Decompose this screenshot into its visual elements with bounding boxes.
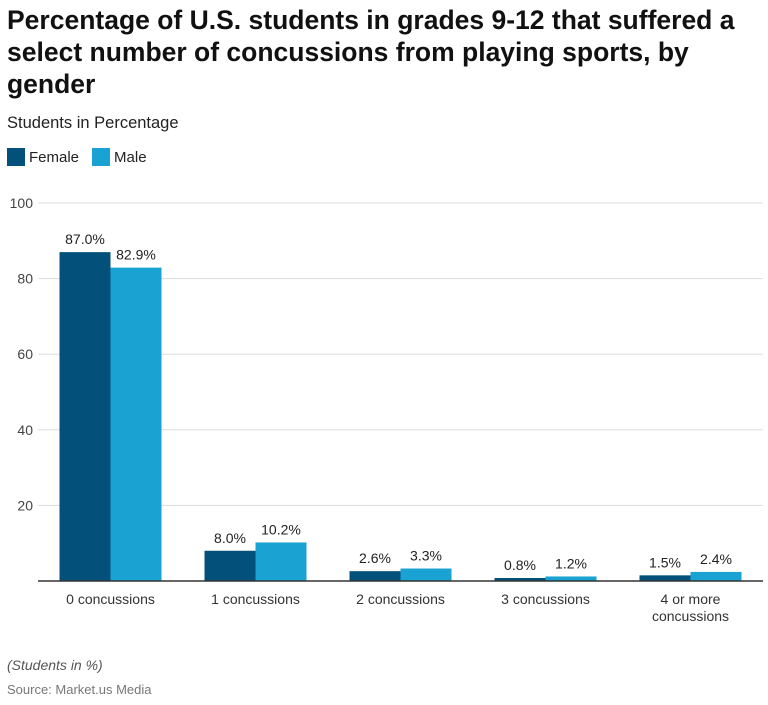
x-tick-label: 1 concussions xyxy=(211,591,300,607)
bar-female xyxy=(59,252,111,581)
legend-label-male: Male xyxy=(114,148,147,166)
bar-female xyxy=(494,577,546,581)
bar-female xyxy=(639,575,691,581)
x-tick-label-line: 4 or more xyxy=(661,591,721,607)
data-label: 0.8% xyxy=(504,557,536,573)
bar-male xyxy=(400,568,452,581)
legend-item-male: Male xyxy=(92,148,147,166)
data-label: 10.2% xyxy=(261,521,301,537)
bar-female xyxy=(204,550,256,581)
data-label: 2.6% xyxy=(359,550,391,566)
chart-source: Source: Market.us Media xyxy=(7,682,152,697)
chart-legend: Female Male xyxy=(7,148,160,166)
chart-subtitle: Students in Percentage xyxy=(7,114,179,132)
legend-item-female: Female xyxy=(7,148,79,166)
y-tick-label: 60 xyxy=(17,346,33,362)
y-tick-label: 20 xyxy=(17,497,33,513)
legend-swatch-male xyxy=(92,148,111,166)
x-tick-label: 2 concussions xyxy=(356,591,445,607)
data-label: 8.0% xyxy=(214,530,246,546)
bar-male xyxy=(690,571,742,581)
bar-male xyxy=(545,576,597,581)
x-tick-label: 0 concussions xyxy=(66,591,155,607)
bar-chart: 20 40 60 80 100 87.0% 82.9% 0 concussions 8.0% 10… xyxy=(10,195,763,624)
bar-female xyxy=(349,571,401,581)
data-label: 2.4% xyxy=(700,551,732,567)
legend-label-female: Female xyxy=(29,148,80,166)
data-label: 1.2% xyxy=(555,555,587,571)
x-tick-label-line: 2 concussions xyxy=(356,591,445,607)
x-tick-label: 4 or more concussions xyxy=(652,591,729,624)
x-tick-label-line: 1 concussions xyxy=(211,591,300,607)
data-label: 3.3% xyxy=(410,548,442,564)
legend-swatch-female xyxy=(7,148,25,166)
x-tick-label-line: 3 concussions xyxy=(501,591,590,607)
y-tick-label: 100 xyxy=(10,195,34,211)
chart-footnote: (Students in %) xyxy=(7,657,103,673)
data-label: 82.9% xyxy=(116,247,156,263)
x-tick-label: 3 concussions xyxy=(501,591,590,607)
chart-title: Percentage of U.S. students in grades 9-… xyxy=(7,5,735,99)
bar-male xyxy=(255,542,307,581)
bar-male xyxy=(110,267,162,581)
y-tick-label: 40 xyxy=(17,422,33,438)
data-label: 87.0% xyxy=(65,231,105,247)
x-tick-label-line: concussions xyxy=(652,608,729,624)
y-tick-label: 80 xyxy=(17,271,33,287)
data-label: 1.5% xyxy=(649,554,681,570)
x-tick-label-line: 0 concussions xyxy=(66,591,155,607)
